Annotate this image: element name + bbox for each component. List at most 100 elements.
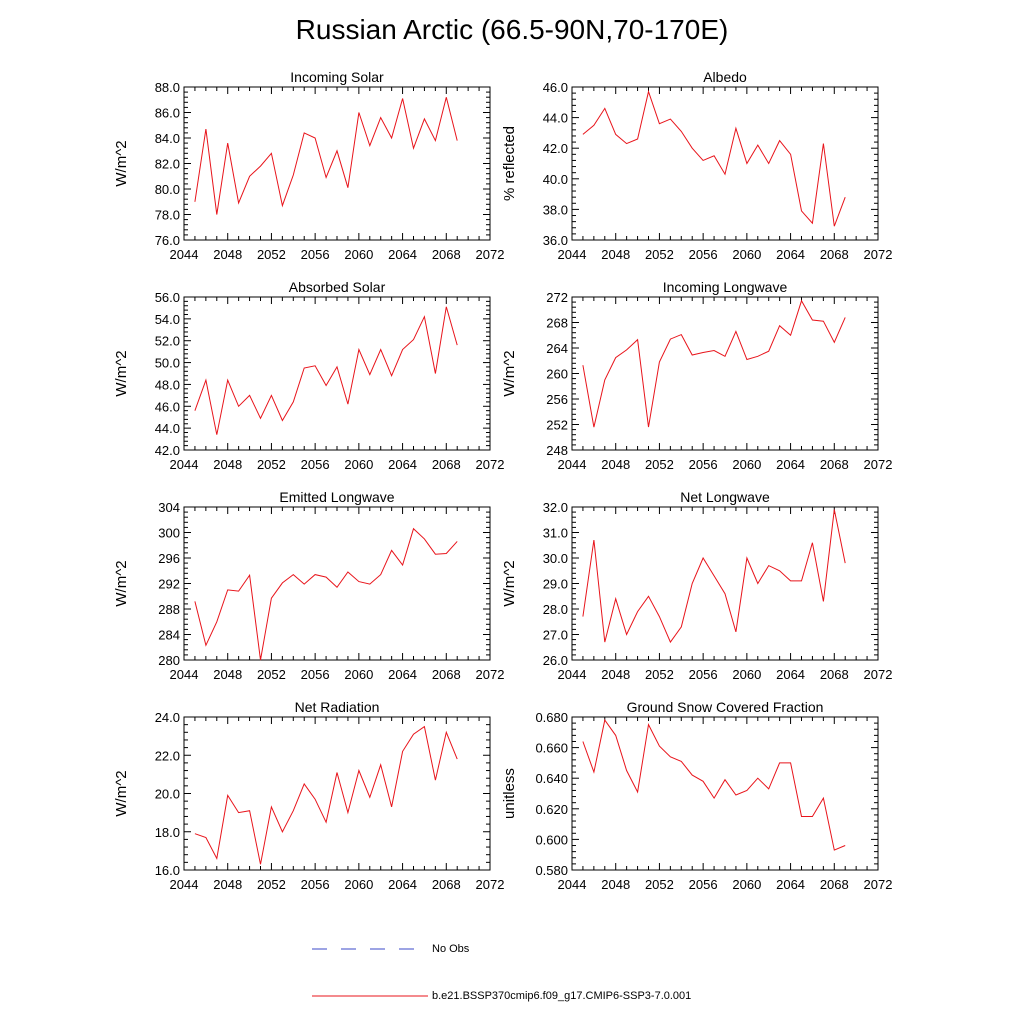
x-tick-label: 2068 bbox=[820, 247, 849, 262]
series-line bbox=[582, 89, 846, 227]
y-tick-label: 300 bbox=[158, 526, 180, 541]
y-tick-label: 78.0 bbox=[155, 208, 180, 223]
y-tick-label: 44.0 bbox=[543, 111, 568, 126]
x-tick-label: 2056 bbox=[301, 457, 330, 472]
y-tick-label: 31.0 bbox=[543, 526, 568, 541]
y-tick-label: 42.0 bbox=[543, 141, 568, 156]
series-line bbox=[582, 299, 846, 428]
series-line bbox=[582, 509, 846, 644]
panel-title: Albedo bbox=[703, 69, 747, 85]
y-tick-label: 46.0 bbox=[155, 399, 180, 414]
panel-title: Ground Snow Covered Fraction bbox=[627, 699, 824, 715]
plot-frame bbox=[571, 716, 879, 871]
y-tick-label: 18.0 bbox=[155, 825, 180, 840]
x-tick-label: 2056 bbox=[689, 667, 718, 682]
x-tick-label: 2052 bbox=[645, 247, 674, 262]
x-tick-label: 2068 bbox=[432, 457, 461, 472]
panel-title: Net Longwave bbox=[680, 489, 770, 505]
y-tick-label: 256 bbox=[546, 392, 568, 407]
panel-ground-snow-covered-fraction: 2044 2048 2052 2056 2060 2064 2068 2072 0.580 0.6… bbox=[501, 699, 892, 892]
figure-title: Russian Arctic (66.5-90N,70-170E) bbox=[295, 14, 729, 45]
y-tick-label: 0.580 bbox=[535, 863, 568, 878]
y-tick-label: 272 bbox=[546, 290, 568, 305]
panel-emitted-longwave: 2044 2048 2052 2056 2060 2064 2068 2072 280 284 28… bbox=[113, 489, 504, 682]
series-line bbox=[194, 527, 458, 661]
panel-title: Net Radiation bbox=[295, 699, 380, 715]
x-tick-label: 2064 bbox=[388, 457, 417, 472]
x-tick-label: 2064 bbox=[776, 877, 805, 892]
plot-frame bbox=[571, 86, 879, 241]
y-tick-label: 268 bbox=[546, 316, 568, 331]
x-tick-label: 2068 bbox=[820, 667, 849, 682]
y-tick-label: 36.0 bbox=[543, 233, 568, 248]
y-tick-label: 52.0 bbox=[155, 334, 180, 349]
x-tick-label: 2044 bbox=[170, 877, 199, 892]
y-axis-label: W/m^2 bbox=[113, 140, 130, 186]
panel-net-longwave: 2044 2048 2052 2056 2060 2064 2068 2072 26.0 27.0… bbox=[501, 489, 892, 682]
x-tick-label: 2052 bbox=[645, 667, 674, 682]
x-tick-label: 2044 bbox=[558, 667, 587, 682]
x-tick-label: 2052 bbox=[257, 667, 286, 682]
x-tick-label: 2068 bbox=[820, 877, 849, 892]
x-tick-label: 2060 bbox=[344, 667, 373, 682]
y-tick-label: 40.0 bbox=[543, 172, 568, 187]
x-tick-label: 2044 bbox=[558, 457, 587, 472]
y-tick-label: 42.0 bbox=[155, 443, 180, 458]
x-tick-label: 2052 bbox=[645, 877, 674, 892]
y-tick-label: 0.600 bbox=[535, 832, 568, 847]
y-tick-label: 0.640 bbox=[535, 771, 568, 786]
x-tick-label: 2072 bbox=[476, 457, 505, 472]
y-axis-label: W/m^2 bbox=[113, 560, 130, 606]
x-tick-label: 2048 bbox=[601, 667, 630, 682]
y-tick-label: 24.0 bbox=[155, 710, 180, 725]
y-tick-label: 22.0 bbox=[155, 748, 180, 763]
y-tick-label: 84.0 bbox=[155, 131, 180, 146]
x-tick-label: 2064 bbox=[388, 247, 417, 262]
y-tick-label: 296 bbox=[158, 551, 180, 566]
y-tick-label: 32.0 bbox=[543, 500, 568, 515]
x-tick-label: 2048 bbox=[213, 877, 242, 892]
y-tick-label: 50.0 bbox=[155, 356, 180, 371]
x-tick-label: 2052 bbox=[257, 877, 286, 892]
y-tick-label: 260 bbox=[546, 367, 568, 382]
y-tick-label: 82.0 bbox=[155, 157, 180, 172]
y-axis-label: % reflected bbox=[501, 126, 518, 201]
y-tick-label: 280 bbox=[158, 653, 180, 668]
y-tick-label: 248 bbox=[546, 443, 568, 458]
x-tick-label: 2060 bbox=[732, 667, 761, 682]
y-tick-label: 26.0 bbox=[543, 653, 568, 668]
y-tick-label: 54.0 bbox=[155, 312, 180, 327]
y-tick-label: 0.660 bbox=[535, 741, 568, 756]
x-tick-label: 2072 bbox=[864, 457, 893, 472]
panel-albedo: 2044 2048 2052 2056 2060 2064 2068 2072 36.0 38.0… bbox=[501, 69, 892, 262]
x-tick-label: 2056 bbox=[689, 247, 718, 262]
y-tick-label: 56.0 bbox=[155, 290, 180, 305]
x-tick-label: 2044 bbox=[558, 877, 587, 892]
y-tick-label: 284 bbox=[158, 628, 180, 643]
x-tick-label: 2064 bbox=[776, 457, 805, 472]
y-tick-label: 20.0 bbox=[155, 787, 180, 802]
panel-incoming-longwave: 2044 2048 2052 2056 2060 2064 2068 2072 248 252 25… bbox=[501, 279, 892, 472]
x-tick-label: 2048 bbox=[601, 877, 630, 892]
x-tick-label: 2060 bbox=[344, 247, 373, 262]
y-axis-label: unitless bbox=[501, 768, 518, 819]
x-tick-label: 2044 bbox=[558, 247, 587, 262]
panel-title: Emitted Longwave bbox=[279, 489, 394, 505]
panel-net-radiation: 2044 2048 2052 2056 2060 2064 2068 2072 16.0 18.0… bbox=[113, 699, 504, 892]
panel-title: Incoming Longwave bbox=[663, 279, 788, 295]
x-tick-label: 2048 bbox=[601, 247, 630, 262]
x-tick-label: 2052 bbox=[257, 247, 286, 262]
x-tick-label: 2060 bbox=[732, 457, 761, 472]
x-tick-label: 2064 bbox=[776, 667, 805, 682]
y-tick-label: 46.0 bbox=[543, 80, 568, 95]
y-tick-label: 288 bbox=[158, 602, 180, 617]
y-tick-label: 80.0 bbox=[155, 182, 180, 197]
x-tick-label: 2072 bbox=[476, 247, 505, 262]
y-tick-label: 88.0 bbox=[155, 80, 180, 95]
y-tick-label: 48.0 bbox=[155, 377, 180, 392]
x-tick-label: 2072 bbox=[864, 247, 893, 262]
series-line bbox=[194, 97, 458, 215]
legend-label-no-obs: No Obs bbox=[432, 943, 470, 955]
y-tick-label: 28.0 bbox=[543, 602, 568, 617]
